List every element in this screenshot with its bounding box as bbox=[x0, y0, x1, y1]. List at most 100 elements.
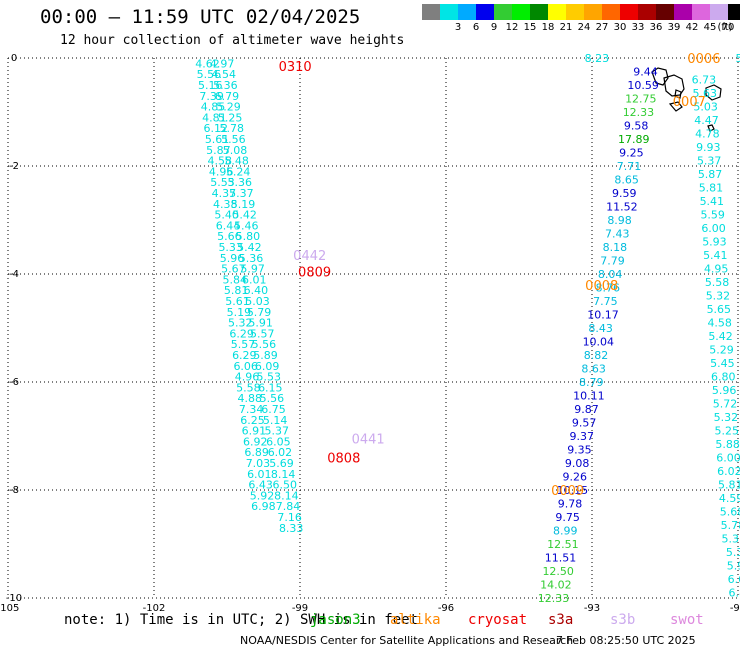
island-coastline bbox=[668, 101, 683, 112]
wave-height-value: 8.79 bbox=[579, 376, 604, 389]
wave-height-value: 6.89 bbox=[244, 446, 269, 459]
track-time-label: 0008 bbox=[585, 279, 618, 294]
wave-height-value: 11.51 bbox=[545, 552, 577, 565]
wave-height-value: 6.50 bbox=[273, 479, 298, 492]
wave-height-value: 5.65 bbox=[707, 303, 732, 316]
wave-height-value: 10.15 bbox=[557, 484, 589, 497]
wave-height-value: 5.72 bbox=[713, 398, 738, 411]
wave-height-value: 9.93 bbox=[696, 141, 721, 154]
wave-height-value: 4.95 bbox=[704, 263, 729, 276]
wave-height-value: 4.85 bbox=[201, 101, 226, 114]
wave-height-value: 5.48 bbox=[224, 155, 249, 168]
wave-height-value: 14.02 bbox=[540, 579, 572, 592]
wave-height-value: 9.25 bbox=[619, 147, 644, 160]
x-tick-label: -102 bbox=[143, 603, 166, 614]
wave-height-value: 6.40 bbox=[244, 284, 269, 297]
wave-height-value: 5.03 bbox=[245, 295, 270, 308]
legend-label: 15 bbox=[523, 22, 537, 33]
y-tick-label: -6 bbox=[9, 377, 19, 388]
wave-height-value: 4.62 bbox=[195, 57, 220, 70]
wave-height-value: 6.25 bbox=[240, 414, 265, 427]
legend-swatch bbox=[494, 4, 512, 20]
wave-height-value: 6.29 bbox=[229, 327, 254, 340]
wave-height-value: 6.00 bbox=[716, 452, 740, 465]
legend-swatch bbox=[440, 4, 458, 20]
wave-height-value: 5.89 bbox=[253, 349, 278, 362]
wave-height-value: 4.96 bbox=[235, 371, 260, 384]
page-title: 00:00 – 11:59 UTC 02/04/2025 bbox=[40, 6, 361, 28]
wave-height-value: 6.79 bbox=[215, 90, 240, 103]
legend-swatch bbox=[692, 4, 710, 20]
wave-height-value: 4.81 bbox=[202, 111, 227, 124]
wave-height-value: 5.56 bbox=[197, 68, 222, 81]
wave-height-value: 7.16 bbox=[277, 511, 302, 524]
wave-height-value: 5.03 bbox=[693, 101, 718, 114]
legend-label: 3 bbox=[454, 22, 462, 33]
wave-height-value: 4.38 bbox=[213, 198, 238, 211]
wave-height-value: 12.51 bbox=[547, 538, 579, 551]
wave-height-value: 9.58 bbox=[624, 120, 649, 133]
wave-height-value: 6.02 bbox=[268, 446, 293, 459]
wave-height-value: 6.73 bbox=[692, 74, 717, 87]
wave-height-value: 9.78 bbox=[558, 498, 583, 511]
x-tick-label: -93 bbox=[584, 603, 600, 614]
x-tick-label: -96 bbox=[438, 603, 454, 614]
wave-height-value: 4.58 bbox=[208, 155, 233, 168]
legend-label: 39 bbox=[667, 22, 681, 33]
wave-height-value: 6.75 bbox=[261, 403, 286, 416]
wave-height-value: 5.29 bbox=[709, 344, 734, 357]
satellite-label-s3a: s3a bbox=[548, 612, 574, 628]
legend-label: 36 bbox=[649, 22, 663, 33]
satellite-label-cryosat: cryosat bbox=[468, 612, 528, 628]
wave-height-value: 5.53 bbox=[256, 371, 281, 384]
wave-height-value: 5.80 bbox=[236, 230, 261, 243]
island-coastline bbox=[651, 67, 669, 86]
wave-height-value: 5.3 bbox=[726, 546, 740, 559]
satellite-label-swot: swot bbox=[670, 612, 704, 628]
wave-height-value: 5.9 bbox=[727, 560, 740, 573]
wave-height-value: 6.00 bbox=[701, 222, 726, 235]
wave-height-value: 5.33 bbox=[218, 241, 243, 254]
wave-height-value: 6.01 bbox=[247, 468, 272, 481]
wave-height-value: 6.43 bbox=[248, 479, 273, 492]
legend-label: 70 bbox=[721, 22, 735, 33]
satellite-label-altika: altika bbox=[390, 612, 441, 628]
track-time-label: 0006 bbox=[687, 52, 720, 67]
wave-height-value: 5.57 bbox=[231, 338, 256, 351]
wave-height-value: 6.15 bbox=[258, 381, 283, 394]
wave-height-value: 5.59 bbox=[700, 209, 725, 222]
wave-height-value: 9.75 bbox=[555, 511, 580, 524]
legend-label: 33 bbox=[631, 22, 645, 33]
satellite-label-s3b: s3b bbox=[610, 612, 636, 628]
track-time-label: 0809 bbox=[298, 265, 331, 280]
wave-height-value: 5.96 bbox=[220, 252, 245, 265]
wave-height-value: 7.34 bbox=[239, 403, 264, 416]
wave-height-value: 5.78 bbox=[721, 519, 740, 532]
legend-swatch bbox=[656, 4, 674, 20]
wave-height-value: 6.12 bbox=[203, 122, 228, 135]
island-coastline bbox=[705, 84, 722, 101]
x-tick-label: -90 bbox=[730, 603, 740, 614]
track-time-label: 0442 bbox=[293, 249, 326, 264]
wave-height-value: 10.59 bbox=[627, 79, 659, 92]
y-tick-label: -8 bbox=[9, 485, 19, 496]
wave-height-value: 5.81 bbox=[718, 479, 740, 492]
legend-label: 27 bbox=[595, 22, 609, 33]
wave-height-value: 6.6 bbox=[728, 573, 740, 586]
wave-height-value: 9.44 bbox=[633, 66, 658, 79]
wave-height-value: 8.23 bbox=[585, 52, 610, 65]
legend-swatch bbox=[476, 4, 494, 20]
wave-height-value: 4.54 bbox=[211, 68, 236, 81]
wave-height-value: 10.04 bbox=[583, 336, 615, 349]
y-tick-label: -4 bbox=[9, 269, 19, 280]
wave-height-value: 5.69 bbox=[269, 457, 294, 470]
wave-height-value: 8.98 bbox=[607, 214, 632, 227]
wave-height-value: 5.63 bbox=[693, 87, 718, 100]
wave-height-value: 6.80 bbox=[711, 371, 736, 384]
wave-height-value: 5.25 bbox=[218, 111, 243, 124]
legend-label: 30 bbox=[613, 22, 627, 33]
wave-height-value: 5.81 bbox=[224, 284, 249, 297]
wave-height-value: 5.08 bbox=[223, 144, 248, 157]
y-tick-label: -2 bbox=[9, 161, 19, 172]
island-coastline bbox=[707, 124, 715, 132]
